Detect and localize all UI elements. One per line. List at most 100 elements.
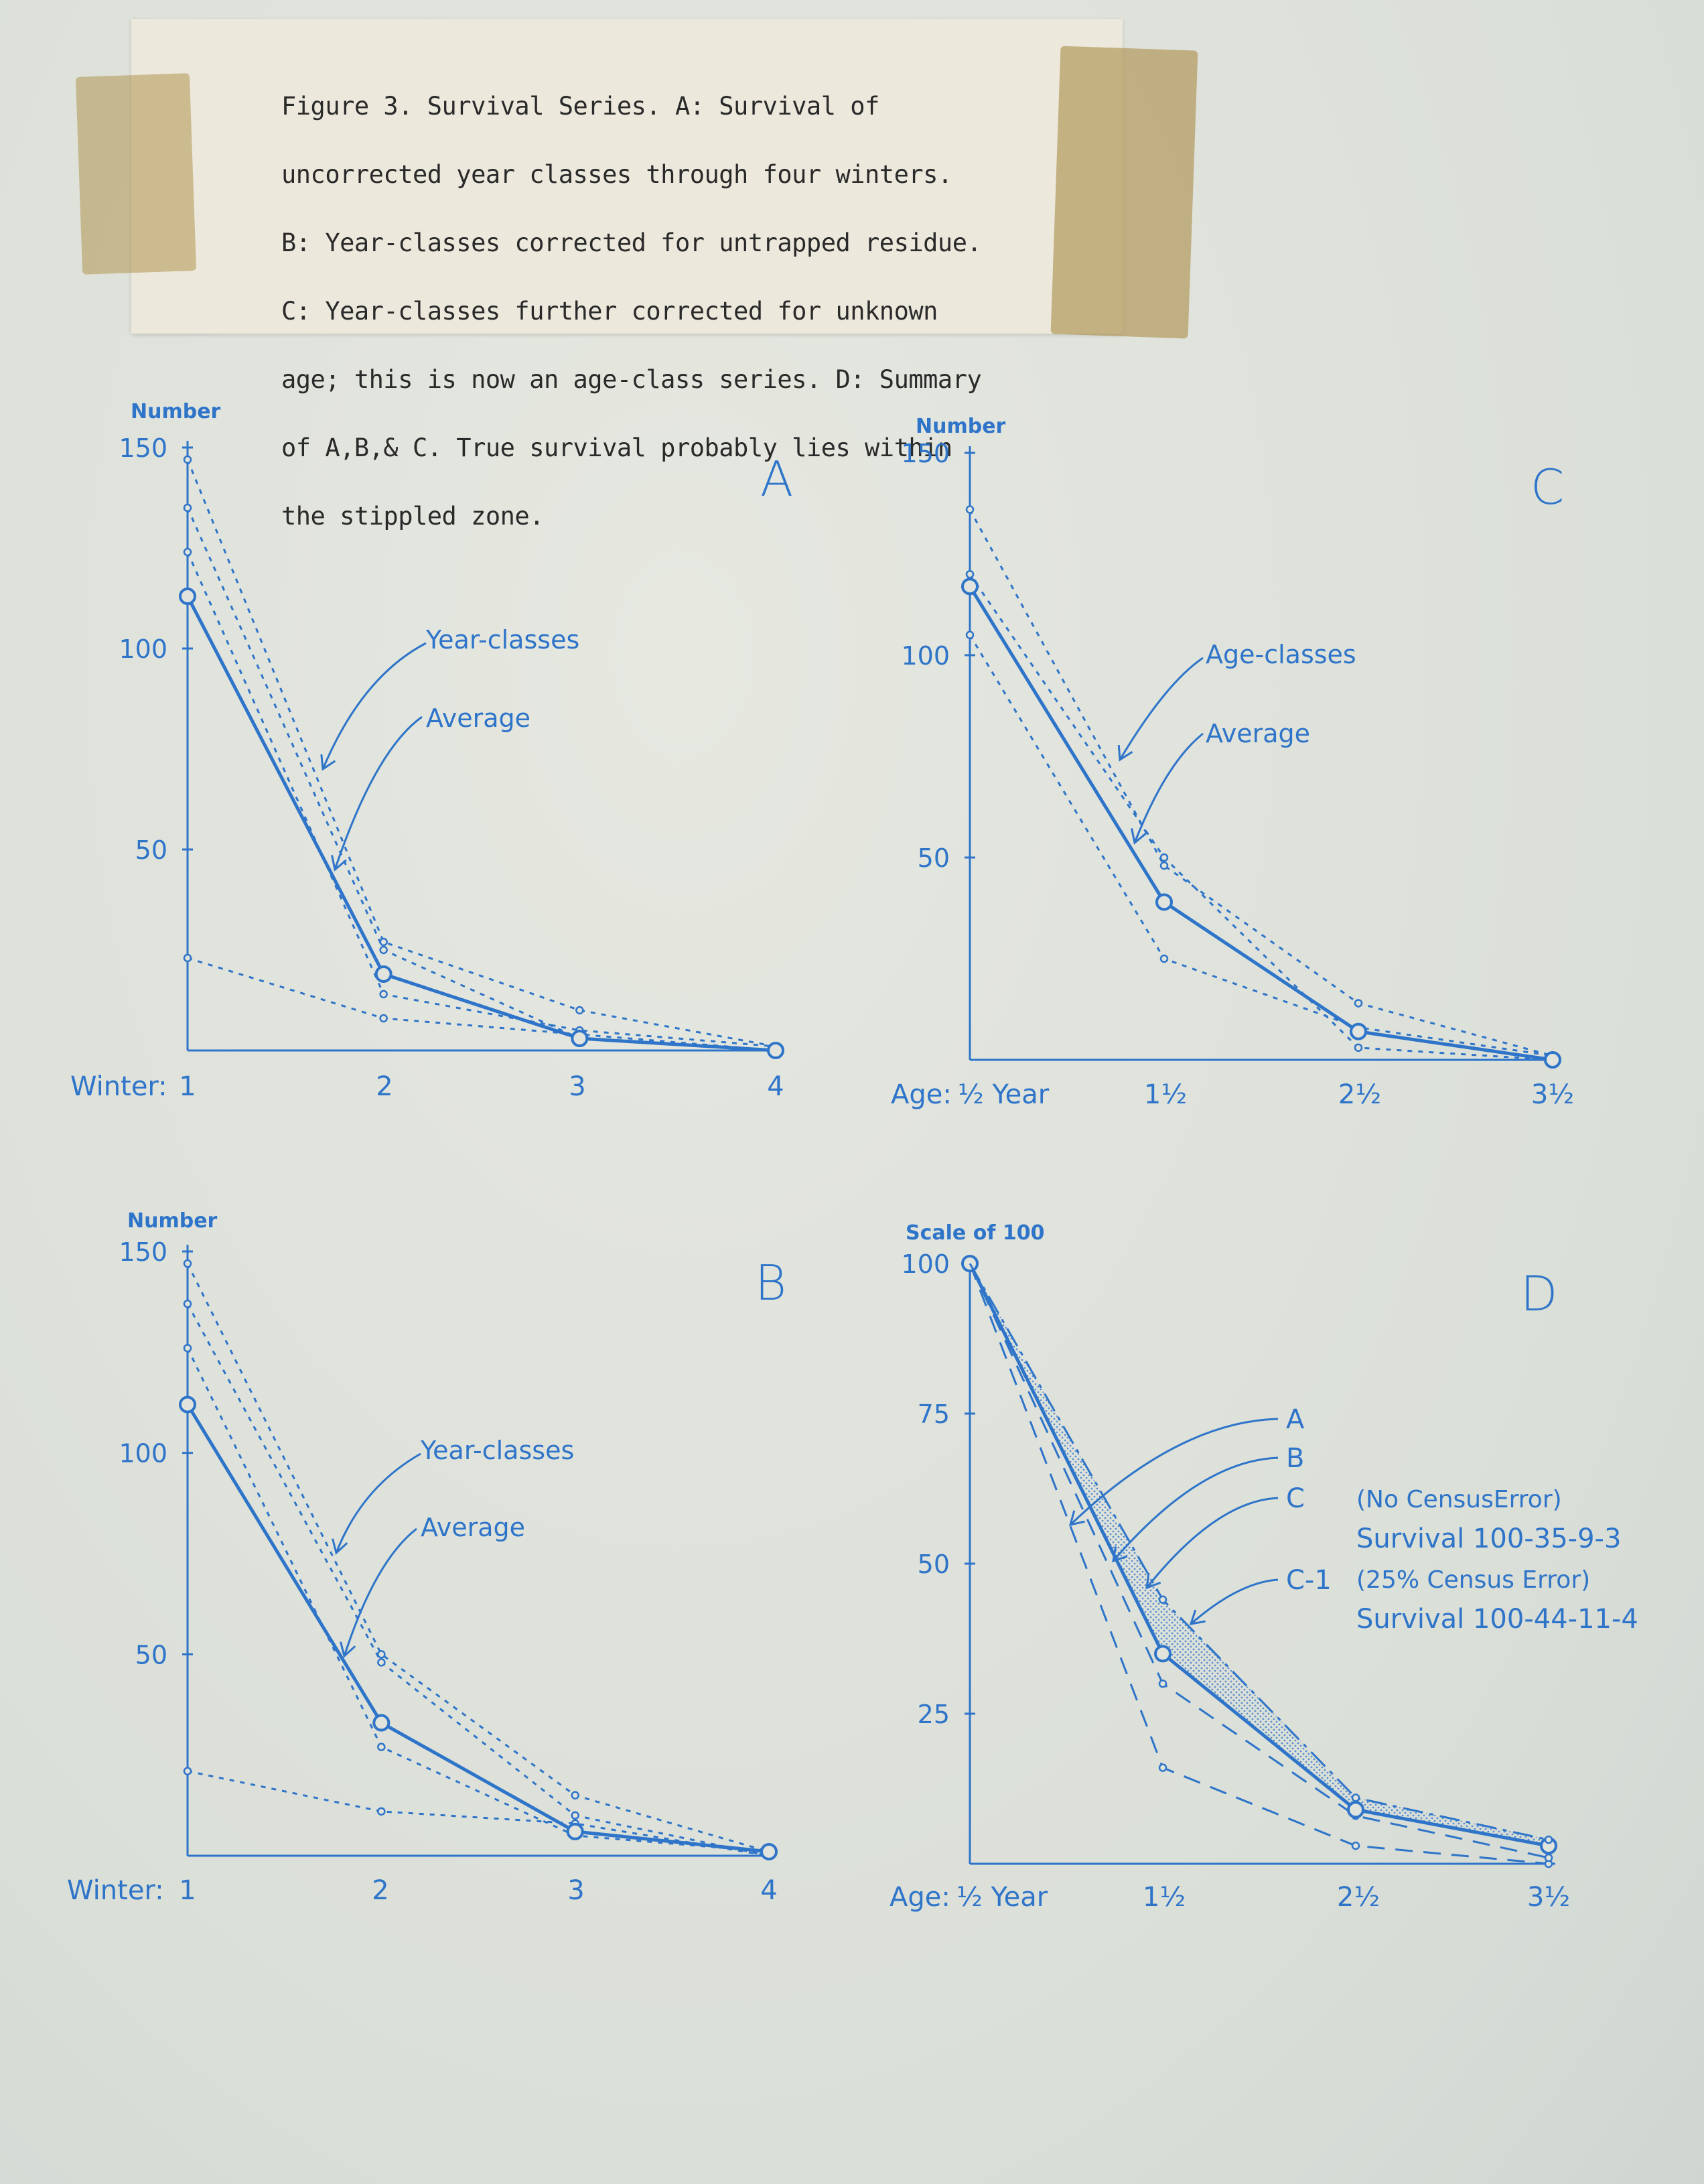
data-point [372,1714,390,1732]
data-point [183,1344,192,1353]
arrow-head [1117,744,1133,762]
data-point [377,1743,386,1751]
data-point [379,989,388,999]
series-label-c: C [1286,1483,1305,1514]
x-axis-prefix: Age: [890,1882,950,1913]
series-line-average [186,1404,770,1854]
series-line-year-classes [186,1303,770,1857]
y-tick-label: 50 [135,1640,167,1669]
series-line-age-classes [969,634,1553,1057]
data-point [377,1650,386,1659]
series-label-c-1: C-1 [1286,1565,1332,1596]
data-point [566,1822,584,1840]
panel-letter: A [760,451,793,507]
data-point [379,945,388,955]
x-tick-label: 3½ [1527,1882,1570,1913]
y-tick-label: 100 [901,1249,950,1279]
y-axis-label: Scale of 100 [906,1221,1044,1245]
arrow-head [340,1641,356,1658]
data-point [965,630,975,640]
y-tick-label: 50 [135,835,167,865]
data-point [965,505,975,514]
y-tick-label: 75 [918,1400,950,1429]
y-tick-label: 50 [918,1550,950,1579]
annotation-age-classes: Age-classes [1206,640,1356,669]
data-point [1544,1835,1553,1844]
label-leader [1069,1418,1279,1526]
annotation-arrow [335,1452,421,1554]
data-point [1159,853,1169,862]
data-point [1347,1801,1364,1819]
caption-slip [131,19,1123,334]
y-tick-label: 150 [901,439,950,468]
y-tick-label: 150 [119,433,167,463]
data-point [1159,954,1169,963]
series-line-year-classes [186,1263,770,1853]
annotation-year-classes: Year-classes [420,1436,574,1465]
data-point [377,1658,386,1667]
y-tick-label: 100 [901,641,950,671]
x-tick-label: 4 [760,1875,777,1906]
data-point [1354,999,1363,1008]
caption-line: of A,B,& C. True survival probably lies … [281,433,952,462]
data-point [1351,1841,1360,1850]
data-point [183,1767,192,1775]
y-axis-label: Number [131,400,221,423]
panel-letter: D [1520,1266,1557,1322]
data-point [1354,1043,1363,1052]
data-point [183,547,192,557]
annotation-arrow [1133,732,1204,843]
series-label-b: B [1286,1443,1304,1474]
label-leader [1190,1578,1279,1625]
figure-caption: Figure 3. Survival Series. A: Survival o… [281,55,1152,567]
label-leader [1145,1497,1279,1588]
series-line-c [968,1262,1549,1848]
arrow-head [332,1538,348,1555]
data-point [571,1811,579,1820]
data-point [1544,1051,1561,1069]
data-point [179,588,196,605]
x-tick-label: 3½ [1531,1079,1574,1110]
y-tick-label: 50 [918,843,950,873]
data-point [571,1030,589,1047]
series-line-year-classes [187,957,776,1052]
arrow-head [1131,828,1147,845]
series-label-a: A [1286,1404,1305,1435]
series-line-year-classes [186,459,776,1048]
data-point [760,1842,778,1860]
annotation-year-classes: Year-classes [425,625,579,655]
series-line-average [186,595,776,1052]
data-point [179,1395,196,1414]
x-tick-label: 3 [569,1071,585,1102]
x-tick-label: 2½ [1338,1079,1381,1110]
y-tick-label: 100 [119,634,167,664]
series-line-year-classes [186,507,776,1052]
x-tick-label: 2 [372,1875,388,1906]
arrow-head [331,855,347,872]
arrow-head [1145,1572,1161,1590]
data-point [183,503,192,513]
caption-line: the stippled zone. [281,502,544,531]
data-point [1159,861,1169,870]
caption-line: B: Year-classes corrected for untrapped … [281,228,982,257]
x-tick-label: 2½ [1337,1882,1380,1913]
data-point [767,1042,784,1059]
data-point [1158,1595,1167,1605]
stippled-zone [970,1264,1549,1846]
survival-note: (No CensusError) [1356,1486,1562,1513]
arrow-head [1112,1546,1128,1563]
x-tick-label: 1 [179,1875,196,1906]
y-axis-label: Number [127,1209,218,1233]
x-tick-label: 3 [567,1875,584,1906]
series-line-c-1 [969,1263,1549,1841]
data-point [1155,893,1173,911]
annotation-arrow [343,1527,417,1657]
x-tick-label: 4 [767,1071,784,1102]
data-point [1544,1853,1553,1862]
x-tick-label: 1½ [1144,1079,1187,1110]
data-point [965,569,975,579]
annotation-average: Average [1206,719,1310,748]
y-tick-label: 25 [918,1700,950,1729]
data-point [379,937,388,947]
